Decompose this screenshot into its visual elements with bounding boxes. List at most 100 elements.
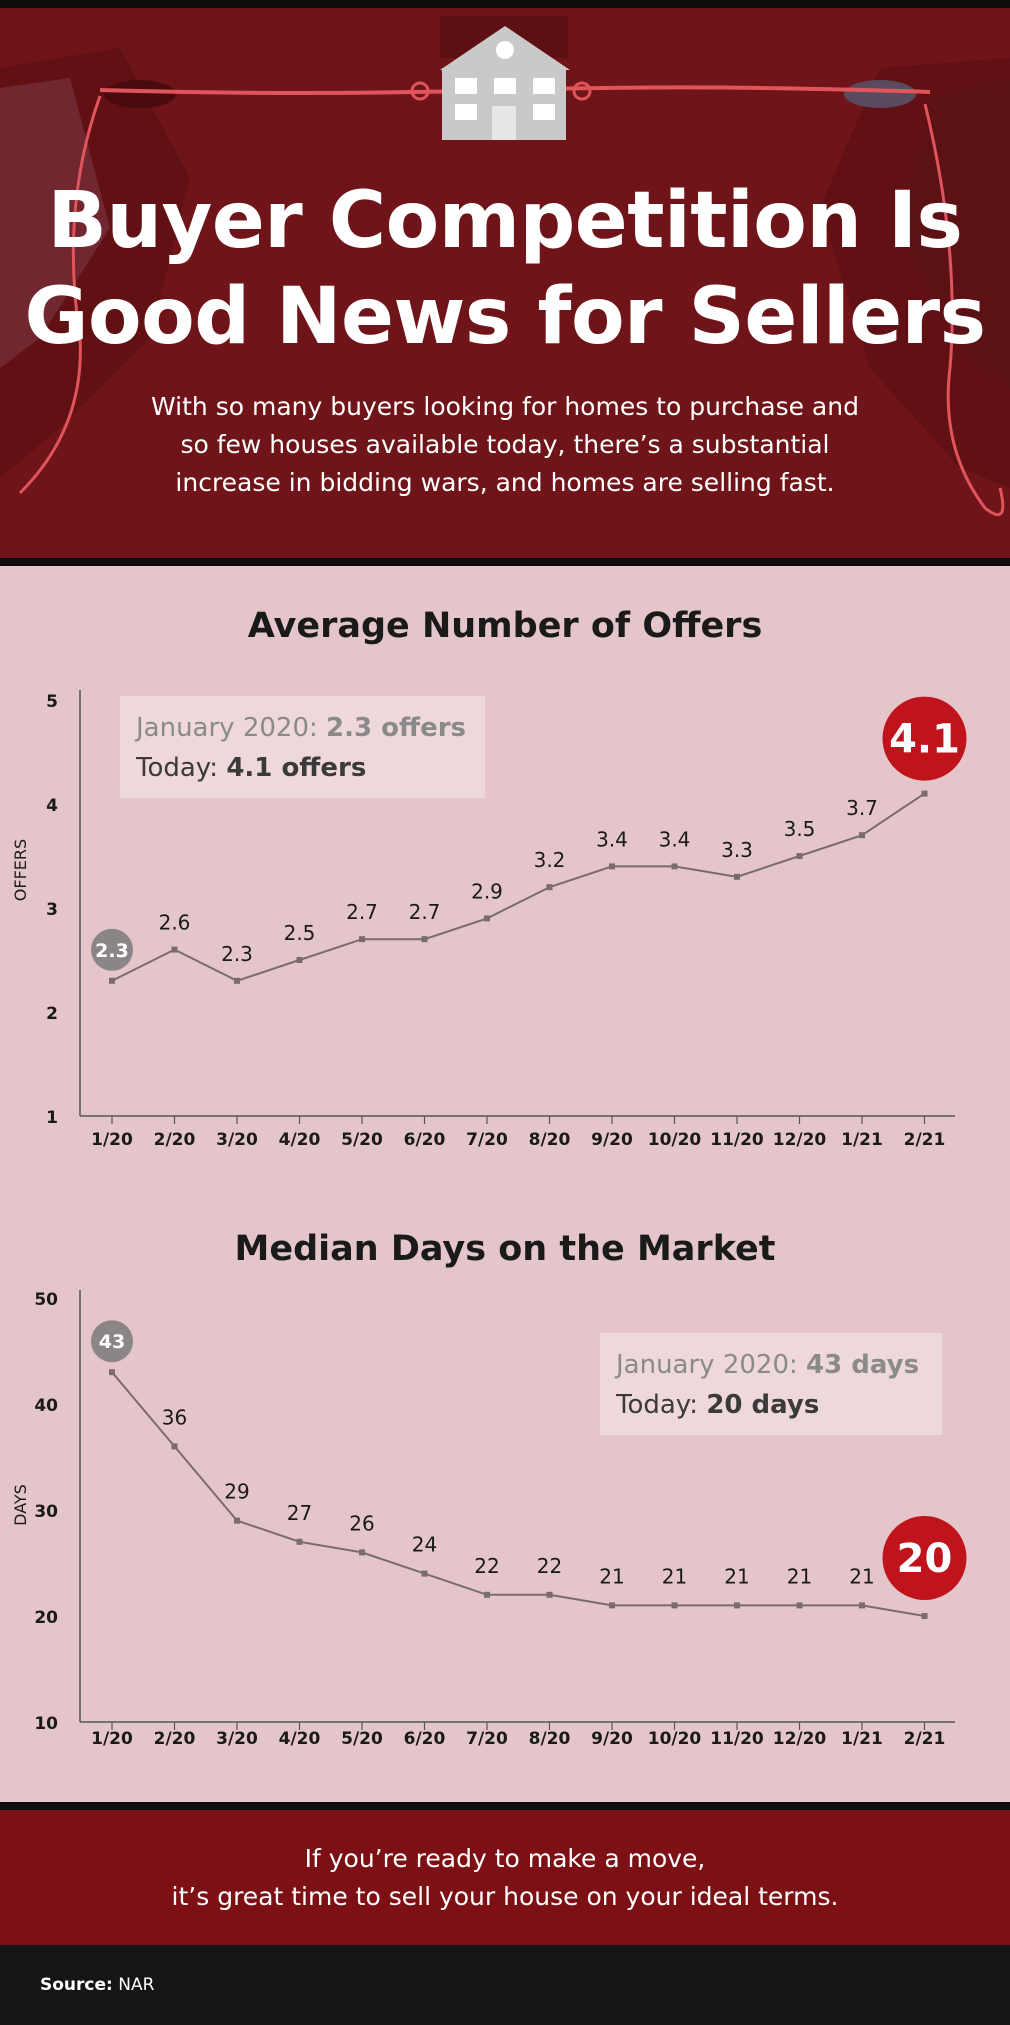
x-tick-label: 1/20 xyxy=(91,1729,133,1749)
callout-line-2-label: Today: xyxy=(615,1390,706,1420)
x-tick-label: 9/20 xyxy=(591,1729,633,1749)
series-line xyxy=(111,792,926,982)
data-point xyxy=(546,1591,553,1598)
x-tick-label: 7/20 xyxy=(466,1130,508,1150)
callout-line-2: Today: 20 days xyxy=(615,1390,819,1420)
callout-box xyxy=(120,696,485,798)
data-label: 2.5 xyxy=(284,921,316,945)
top-border xyxy=(0,0,1010,8)
data-label: 24 xyxy=(412,1533,437,1557)
data-point xyxy=(421,936,428,943)
subtitle-line-3: increase in bidding wars, and homes are … xyxy=(175,468,835,497)
callout-box xyxy=(600,1333,942,1435)
data-label: 21 xyxy=(849,1564,874,1588)
chart-plot-group: 10 20 30 40 50 DAYS 1/20 2/20 3/20 4/20 5/20 6/20 7/… xyxy=(11,1290,967,1749)
offers-chart-title: Average Number of Offers xyxy=(247,606,763,646)
x-tick-label: 1/21 xyxy=(841,1729,883,1749)
data-point xyxy=(734,1602,740,1609)
data-point xyxy=(734,873,740,880)
callout-line-1-label: January 2020: xyxy=(614,1350,806,1380)
callout-line-1-value: 43 days xyxy=(806,1350,919,1380)
title-line-2: Good News for Sellers xyxy=(24,272,987,362)
x-tick-label: 8/20 xyxy=(529,1130,571,1150)
data-label: 4.1 xyxy=(889,717,960,763)
x-tick-label: 10/20 xyxy=(648,1729,702,1749)
data-point xyxy=(109,1369,115,1376)
y-axis-label: DAYS xyxy=(11,1484,30,1526)
data-point xyxy=(359,936,365,943)
start-value-badge xyxy=(91,928,133,971)
x-tick-label: 9/20 xyxy=(591,1130,633,1150)
days-chart-title: Median Days on the Market xyxy=(234,1229,776,1269)
x-tick-label: 12/20 xyxy=(773,1130,827,1150)
current-value-badge xyxy=(882,1516,967,1600)
data-point xyxy=(671,1602,678,1609)
y-tick-label: 30 xyxy=(34,1502,58,1522)
x-tick-label: 1/21 xyxy=(841,1130,883,1150)
chart-callout: January 2020: 2.3 offers Today: 4.1 offer… xyxy=(120,696,485,798)
data-point xyxy=(671,863,678,870)
data-label: 2.7 xyxy=(346,900,378,924)
y-tick-label: 3 xyxy=(46,900,58,920)
data-point xyxy=(296,957,303,963)
section-divider-2 xyxy=(0,1802,1010,1810)
data-label: 20 xyxy=(897,1536,953,1582)
x-tick-label: 2/21 xyxy=(904,1130,946,1150)
data-label: 21 xyxy=(724,1564,749,1588)
y-tick-label: 1 xyxy=(46,1108,58,1128)
data-point xyxy=(921,790,928,797)
data-label: 3.3 xyxy=(721,838,753,862)
data-label: 2.3 xyxy=(95,940,129,962)
data-label: 21 xyxy=(787,1564,812,1588)
data-label: 21 xyxy=(662,1564,687,1588)
data-point xyxy=(859,1602,865,1609)
data-label: 3.2 xyxy=(534,848,566,872)
x-tick-label: 7/20 xyxy=(466,1729,508,1749)
x-tick-label: 12/20 xyxy=(773,1729,827,1749)
data-point xyxy=(796,1602,803,1609)
x-tick-label: 5/20 xyxy=(341,1729,383,1749)
data-label: 3.4 xyxy=(596,827,628,851)
data-label: 29 xyxy=(224,1480,249,1504)
data-point xyxy=(171,1443,178,1450)
chart-callout: January 2020: 43 days Today: 20 days xyxy=(600,1333,942,1435)
callout-line-2-label: Today: xyxy=(135,753,226,783)
y-tick-label: 4 xyxy=(46,796,58,816)
data-label: 2.3 xyxy=(221,942,253,966)
tug-of-war-illustration xyxy=(0,8,1010,558)
data-point xyxy=(796,853,803,859)
chart-plot-group: 1 2 3 4 5 OFFERS 1/20 2/20 3/20 4/20 5/20 6/20 7/20 8… xyxy=(11,690,967,1150)
source-footer: Source: NAR xyxy=(0,1945,1010,2025)
x-tick-label: 8/20 xyxy=(529,1729,571,1749)
start-value-badge xyxy=(91,1320,133,1363)
data-point xyxy=(296,1538,303,1545)
x-tick-label: 1/20 xyxy=(91,1130,133,1150)
data-label: 3.5 xyxy=(784,817,816,841)
source-value: NAR xyxy=(118,1975,155,1995)
subtitle-line-2: so few houses available today, there’s a… xyxy=(180,430,830,459)
hero-banner: Buyer Competition Is Good News for Selle… xyxy=(0,8,1010,558)
series-line xyxy=(111,1371,925,1617)
x-tick-label: 4/20 xyxy=(279,1729,321,1749)
data-label: 2.6 xyxy=(159,911,191,935)
y-tick-label: 2 xyxy=(46,1004,58,1024)
data-point xyxy=(171,946,178,953)
subtitle-line-1: With so many buyers looking for homes to… xyxy=(151,392,859,421)
data-label: 36 xyxy=(162,1405,187,1429)
days-line-chart: 10 20 30 40 50 DAYS 1/20 2/20 3/20 4/20 5/20 6/20 7/… xyxy=(11,1290,967,1749)
data-point xyxy=(484,915,490,922)
data-label: 43 xyxy=(99,1331,125,1353)
call-to-action-band: If you’re ready to make a move, it’s gre… xyxy=(0,1810,1010,1945)
callout-line-2: Today: 4.1 offers xyxy=(135,753,366,783)
data-point xyxy=(359,1549,365,1556)
x-tick-label: 11/20 xyxy=(710,1729,764,1749)
offers-line-chart: 1 2 3 4 5 OFFERS 1/20 2/20 3/20 4/20 5/20 6/20 7/20 8… xyxy=(11,690,967,1150)
y-axis-label: OFFERS xyxy=(11,839,30,901)
data-point xyxy=(421,1570,428,1577)
source-label: Source: xyxy=(40,1975,113,1995)
data-point xyxy=(484,1591,490,1598)
callout-line-2-value: 20 days xyxy=(706,1390,819,1420)
x-tick-label: 10/20 xyxy=(648,1130,702,1150)
data-label: 22 xyxy=(474,1554,499,1578)
data-point xyxy=(609,863,615,870)
